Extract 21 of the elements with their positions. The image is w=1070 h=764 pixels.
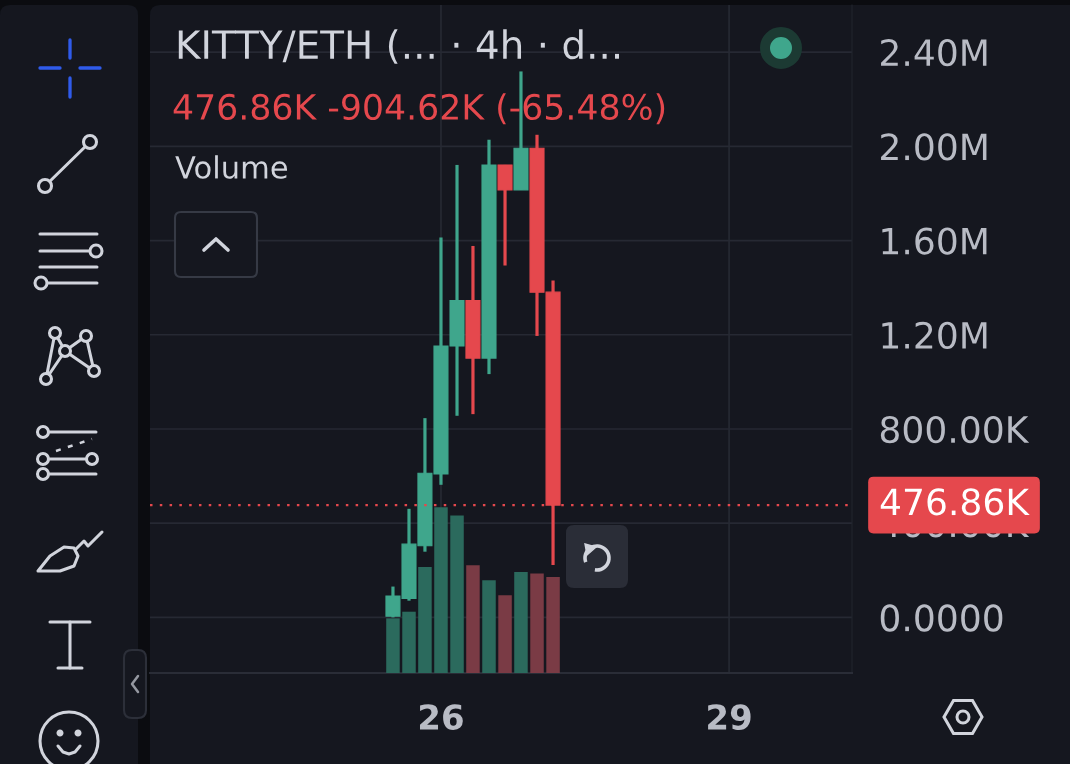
bar bbox=[498, 595, 512, 673]
bar bbox=[402, 611, 416, 673]
bar bbox=[514, 571, 528, 673]
bar bbox=[434, 507, 448, 673]
x-tick-label: 29 bbox=[708, 704, 751, 730]
bar bbox=[418, 566, 432, 673]
y-tick-label: 1.20M bbox=[882, 321, 987, 349]
x-tick-label: 26 bbox=[419, 704, 463, 730]
bar bbox=[450, 515, 464, 673]
y-tick-label: 2.00M bbox=[881, 133, 987, 161]
y-tick-label: 2.40M bbox=[881, 39, 987, 67]
bar bbox=[466, 565, 480, 673]
bar bbox=[482, 580, 496, 673]
bar bbox=[546, 576, 560, 673]
ref-line-label: 476.86K bbox=[880, 488, 1030, 516]
bar bbox=[530, 573, 544, 673]
text: KITTY/ETH (... · 4h · d... bbox=[178, 29, 619, 64]
y-tick-label: 1.60M bbox=[882, 227, 987, 255]
chart-title: Volume bbox=[175, 155, 288, 179]
y-tick-label: 800.00K bbox=[880, 415, 1030, 444]
y-tick-label: 0.0000 bbox=[880, 604, 1003, 632]
